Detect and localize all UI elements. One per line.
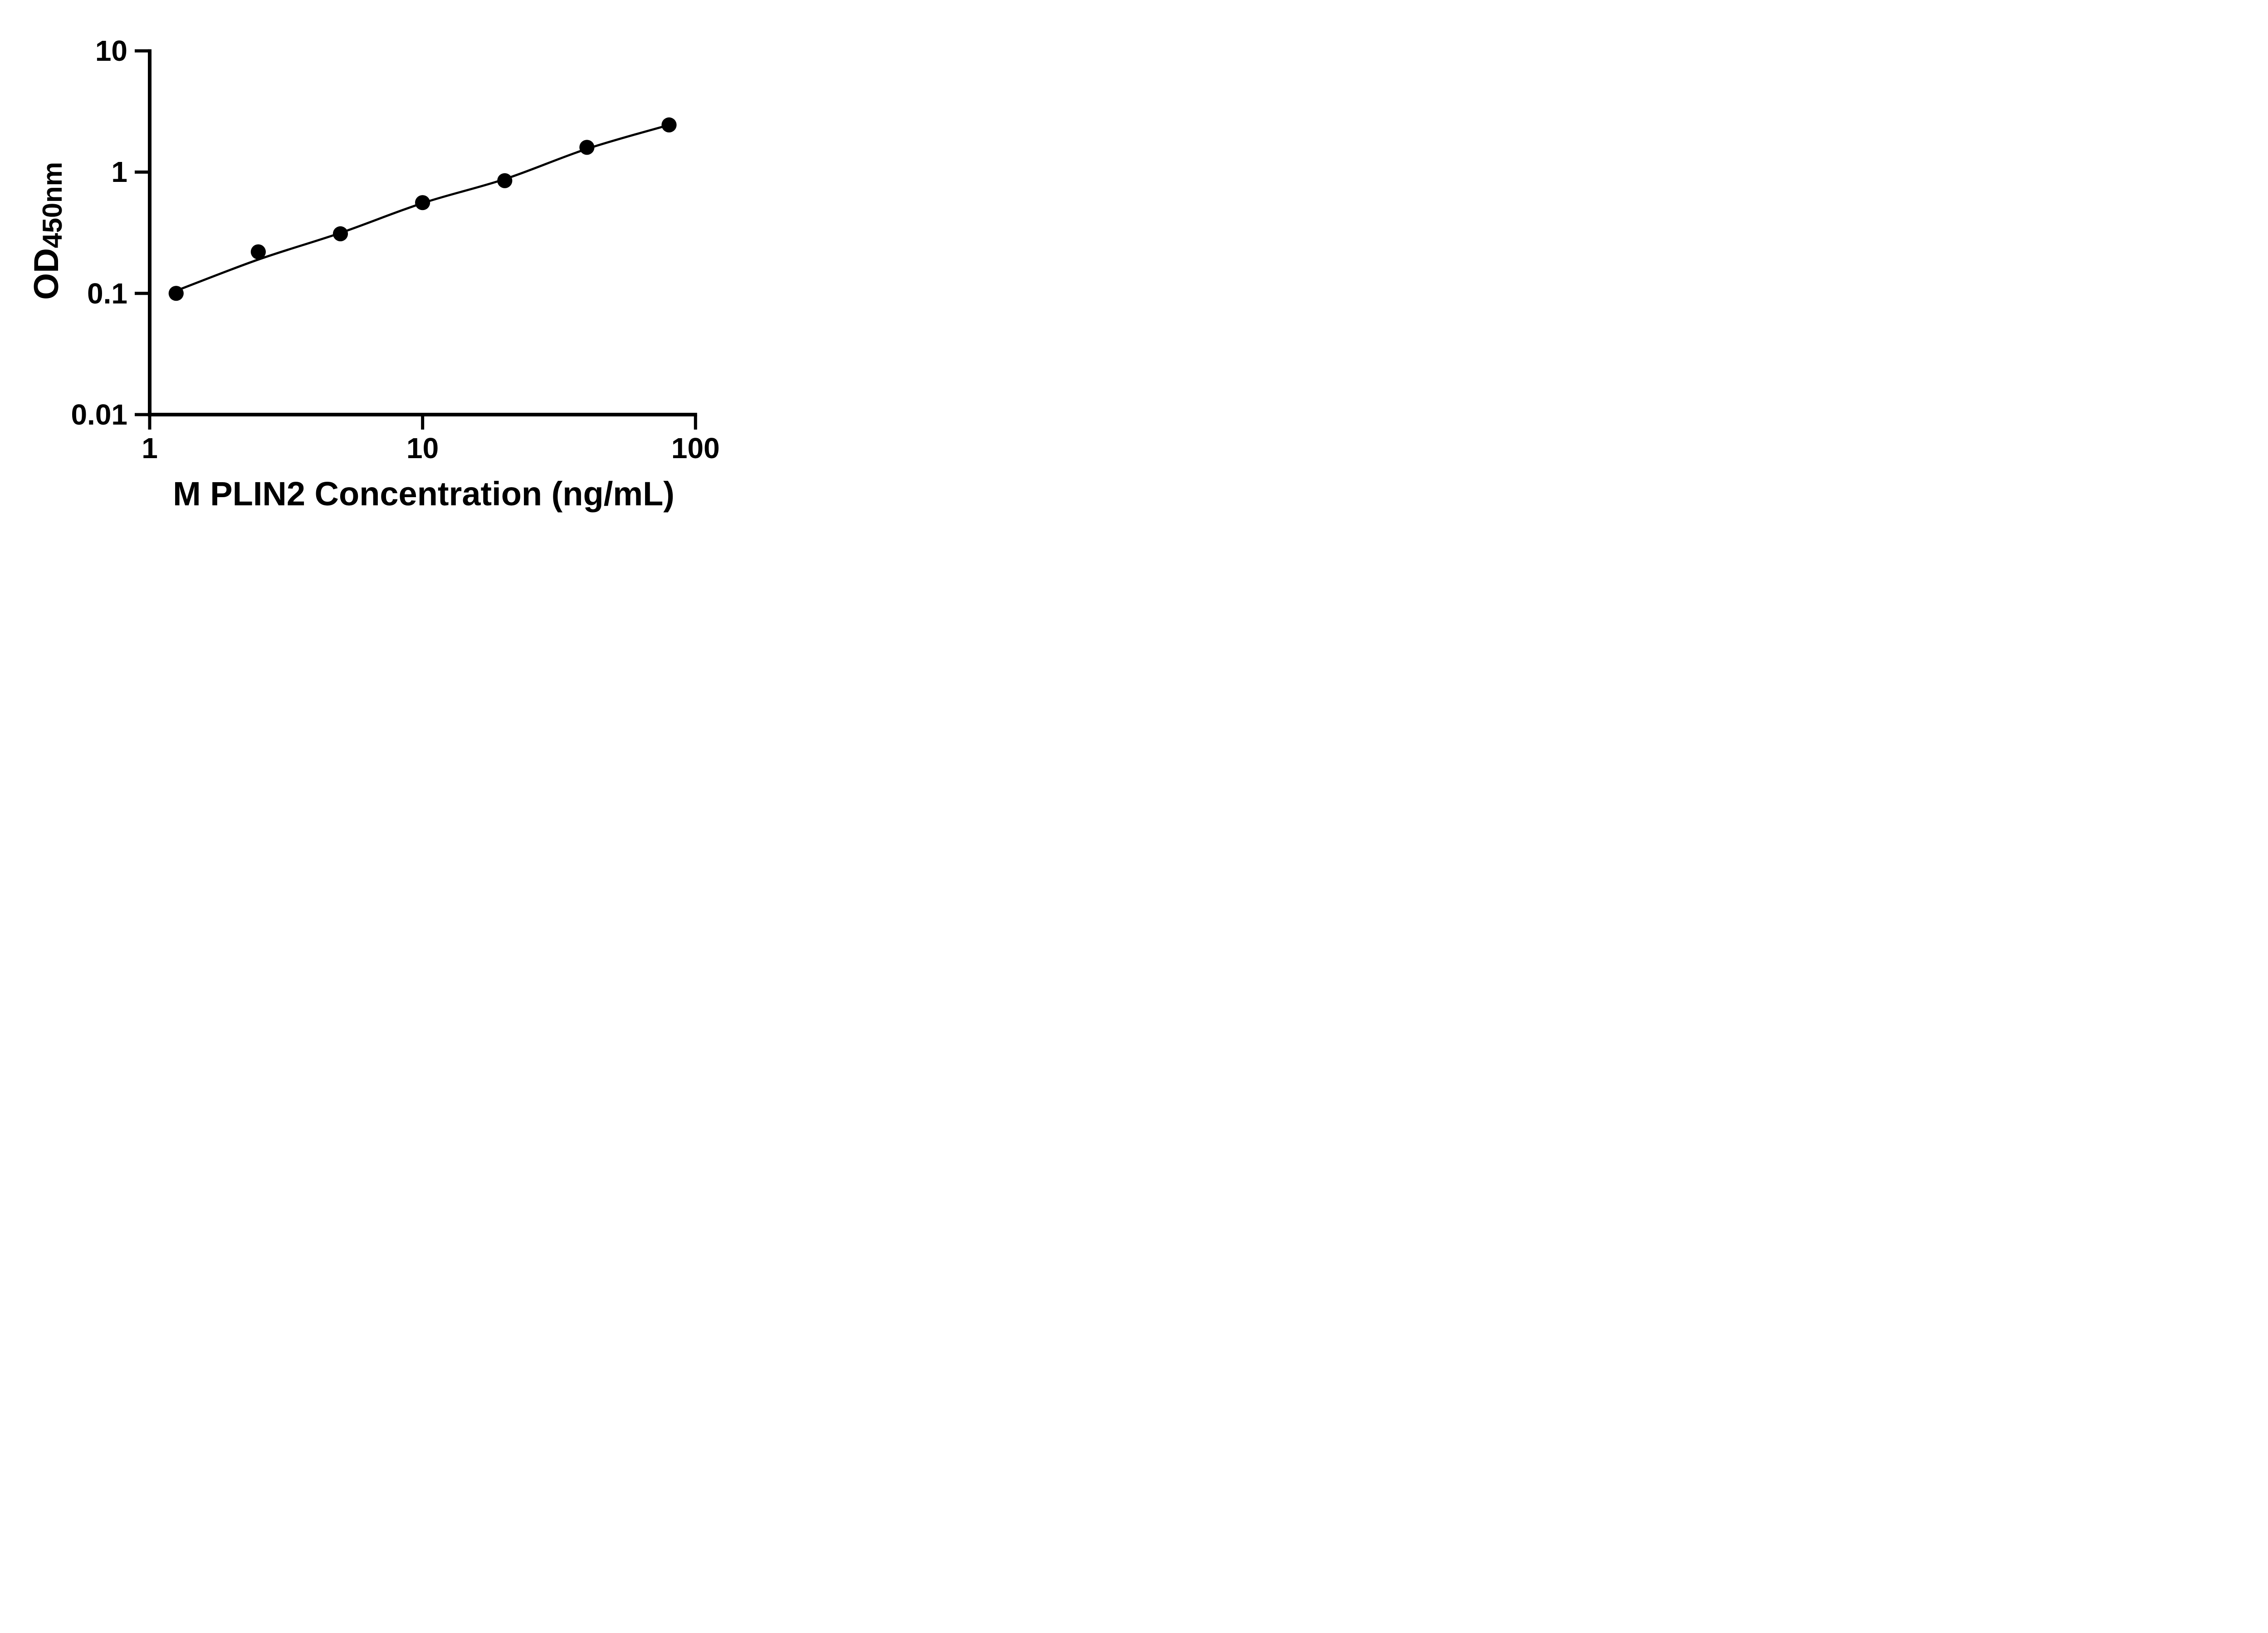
y-axis-label-subscript: 450nm	[37, 162, 68, 248]
data-point	[415, 195, 430, 210]
elisa-standard-curve-figure: OD450nm 10 1 0.1 0.01 1 10 100 M PLIN2 Concent…	[0, 0, 777, 544]
data-point	[168, 286, 184, 301]
y-axis-label: OD450nm	[27, 162, 68, 300]
x-tick-label: 1	[142, 432, 158, 464]
x-tick-label: 100	[671, 432, 720, 464]
x-axis-title: M PLIN2 Concentration (ng/mL)	[173, 475, 675, 513]
data-point	[497, 173, 513, 188]
plot-area: OD450nm	[27, 49, 697, 430]
y-tick-label: 0.01	[71, 398, 127, 431]
data-point	[332, 226, 348, 241]
data-point	[661, 117, 677, 132]
y-tick-label: 10	[95, 34, 127, 68]
y-tick-label: 1	[111, 156, 127, 189]
y-axis-label-base: OD	[27, 248, 66, 300]
data-point	[579, 140, 595, 155]
data-point	[250, 244, 266, 259]
y-tick-label: 0.1	[87, 277, 127, 310]
x-tick-label: 10	[406, 432, 439, 464]
